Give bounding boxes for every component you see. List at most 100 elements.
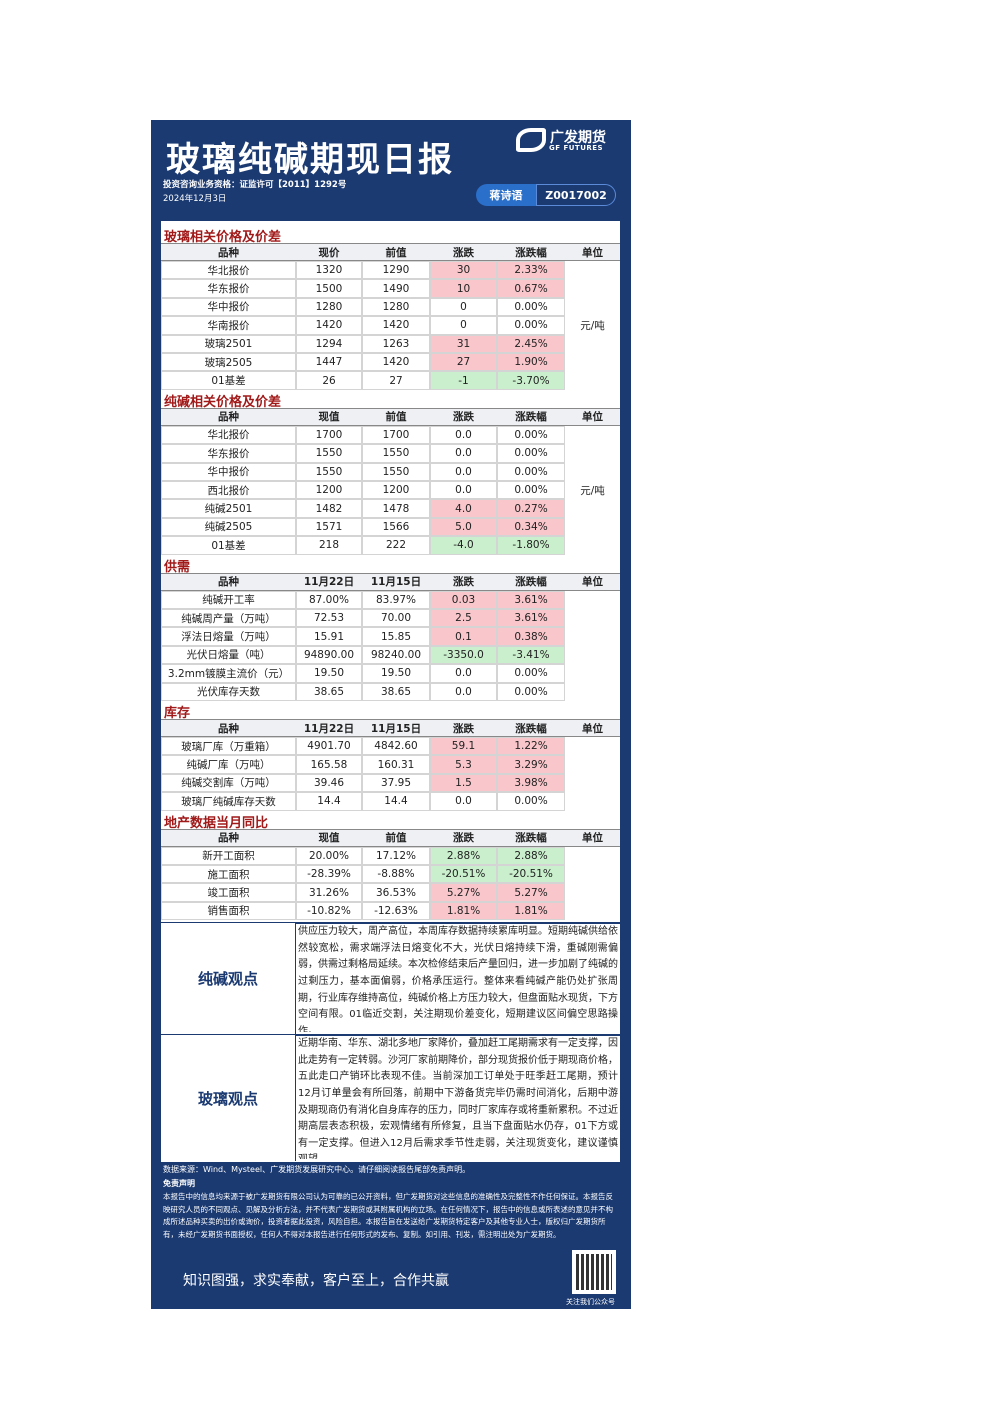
header-cell: 涨跌幅 xyxy=(497,243,565,261)
section-title: 供需 xyxy=(164,559,191,575)
table-cell: 0.00% xyxy=(497,425,565,445)
title: 玻璃纯碱期现日报 xyxy=(166,140,454,180)
view-text: 近期华南、华东、湖北多地厂家降价，叠加赶工尾期需求有一定支撑，因此走势有一定转弱… xyxy=(298,1038,618,1159)
table-cell: 1.81% xyxy=(497,901,565,921)
table-cell: 218 xyxy=(296,536,362,555)
table-cell: 31.26% xyxy=(296,883,362,902)
section-title: 玻璃相关价格及价差 xyxy=(164,230,282,245)
table-cell: 38.65 xyxy=(362,682,430,701)
table-cell: 20.00% xyxy=(296,846,362,865)
logo-icon xyxy=(516,128,546,152)
table-cell: -1 xyxy=(430,371,497,390)
table-cell: 72.53 xyxy=(296,609,362,628)
disclaimer: 本报告中的信息均来源于被广发期货有限公司认为可靠的已公开资料，但广发期货对这些信… xyxy=(163,1192,613,1239)
row-label: 销售面积 xyxy=(161,901,296,921)
row-label: 施工面积 xyxy=(161,865,296,884)
table-cell: -1.80% xyxy=(497,536,565,555)
table-cell: 1420 xyxy=(296,316,362,335)
header-cell: 前值 xyxy=(362,828,430,847)
table-cell: 1200 xyxy=(362,481,430,500)
table-cell: 1294 xyxy=(296,334,362,353)
table-cell: 1550 xyxy=(362,462,430,481)
table-cell: 19.50 xyxy=(362,664,430,683)
table-cell: 2.88% xyxy=(497,846,565,865)
table-cell: 3.98% xyxy=(497,773,565,793)
header-cell: 品种 xyxy=(161,719,296,737)
table-cell: 5.3 xyxy=(430,755,497,774)
table-cell: 36.53% xyxy=(362,883,430,902)
table-cell: 1.22% xyxy=(497,737,565,756)
table-cell: 0 xyxy=(430,297,497,317)
table-cell: 1.90% xyxy=(497,353,565,372)
table-cell: 19.50 xyxy=(296,664,362,683)
row-label: 玻璃厂纯碱库存天数 xyxy=(161,792,296,811)
table-cell: 1550 xyxy=(296,462,362,481)
row-label: 01基差 xyxy=(161,371,296,390)
section-title: 库存 xyxy=(164,706,191,721)
analyst: 蒋诗语 xyxy=(476,184,536,206)
table-cell: 1263 xyxy=(362,334,430,353)
table-cell: 4.0 xyxy=(430,499,497,518)
header-cell: 现价 xyxy=(296,243,362,261)
table-cell: 1280 xyxy=(362,297,430,317)
table-cell: 27 xyxy=(430,353,497,372)
table-cell: -28.39% xyxy=(296,865,362,884)
table-cell: -3350.0 xyxy=(430,645,497,665)
table-cell: 38.65 xyxy=(296,682,362,701)
row-label: 01基差 xyxy=(161,536,296,555)
slogan: 知识图强，求实奉献，客户至上，合作共赢 xyxy=(183,1273,449,1289)
row-label: 浮法日熔量（万吨） xyxy=(161,627,296,646)
license: 投资咨询业务资格：证监许可【2011】1292号 xyxy=(163,180,347,190)
header-cell: 品种 xyxy=(161,828,296,847)
table-cell: 15.85 xyxy=(362,627,430,646)
header-cell: 11月15日 xyxy=(362,572,430,591)
header-cell: 单位 xyxy=(565,719,620,737)
table-cell: 0.0 xyxy=(430,481,497,500)
table-cell: 39.46 xyxy=(296,773,362,793)
table-cell: -4.0 xyxy=(430,536,497,555)
unit-cell: 元/吨 xyxy=(580,484,605,497)
row-label: 纯碱周产量（万吨） xyxy=(161,609,296,628)
header-cell: 涨跌 xyxy=(430,572,497,591)
table-cell: -3.41% xyxy=(497,645,565,665)
table-cell: 0.03 xyxy=(430,590,497,609)
row-label: 华中报价 xyxy=(161,297,296,317)
row-label: 华北报价 xyxy=(161,261,296,280)
table-cell: 1290 xyxy=(362,261,430,280)
table-cell: 3.61% xyxy=(497,609,565,628)
analyst-id: Z0017002 xyxy=(536,184,616,206)
row-label: 华中报价 xyxy=(161,462,296,481)
table-cell: 5.27% xyxy=(430,883,497,902)
row-label: 新开工面积 xyxy=(161,846,296,865)
table-cell: 222 xyxy=(362,536,430,555)
view-label: 纯碱观点 xyxy=(161,922,296,1035)
table-cell: 98240.00 xyxy=(362,645,430,665)
table-cell: 2.45% xyxy=(497,334,565,353)
row-label: 华东报价 xyxy=(161,444,296,463)
table-cell: 59.1 xyxy=(430,737,497,756)
header-cell: 前值 xyxy=(362,407,430,426)
table-cell: 1447 xyxy=(296,353,362,372)
header-cell: 前值 xyxy=(362,243,430,261)
table-cell: 1320 xyxy=(296,261,362,280)
row-label: 纯碱开工率 xyxy=(161,590,296,609)
table-cell: 3.61% xyxy=(497,590,565,609)
table-cell: 1478 xyxy=(362,499,430,518)
qr-caption: 关注我们公众号 xyxy=(566,1298,615,1306)
table-cell: -20.51% xyxy=(497,865,565,884)
header-cell: 单位 xyxy=(565,243,620,261)
table-cell: 15.91 xyxy=(296,627,362,646)
source: 数据来源：Wind、Mysteel、广发期货发展研究中心。请仔细阅读报告尾部免责… xyxy=(163,1165,471,1174)
row-label: 纯碱厂库（万吨） xyxy=(161,755,296,774)
header-cell: 11月22日 xyxy=(296,719,362,737)
row-label: 光伏库存天数 xyxy=(161,682,296,701)
view-text: 供应压力较大，周产高位，本周库存数据持续累库明显。短期纯碱供给依然较宽松，需求端… xyxy=(298,926,618,1033)
unit-cell: 元/吨 xyxy=(580,319,605,332)
table-cell: 2.88% xyxy=(430,846,497,865)
row-label: 竣工面积 xyxy=(161,883,296,902)
header-cell: 涨跌 xyxy=(430,243,497,261)
table-cell: -3.70% xyxy=(497,371,565,390)
table-cell: 1.5 xyxy=(430,773,497,793)
table-cell: 2.5 xyxy=(430,609,497,628)
header-cell: 品种 xyxy=(161,407,296,426)
